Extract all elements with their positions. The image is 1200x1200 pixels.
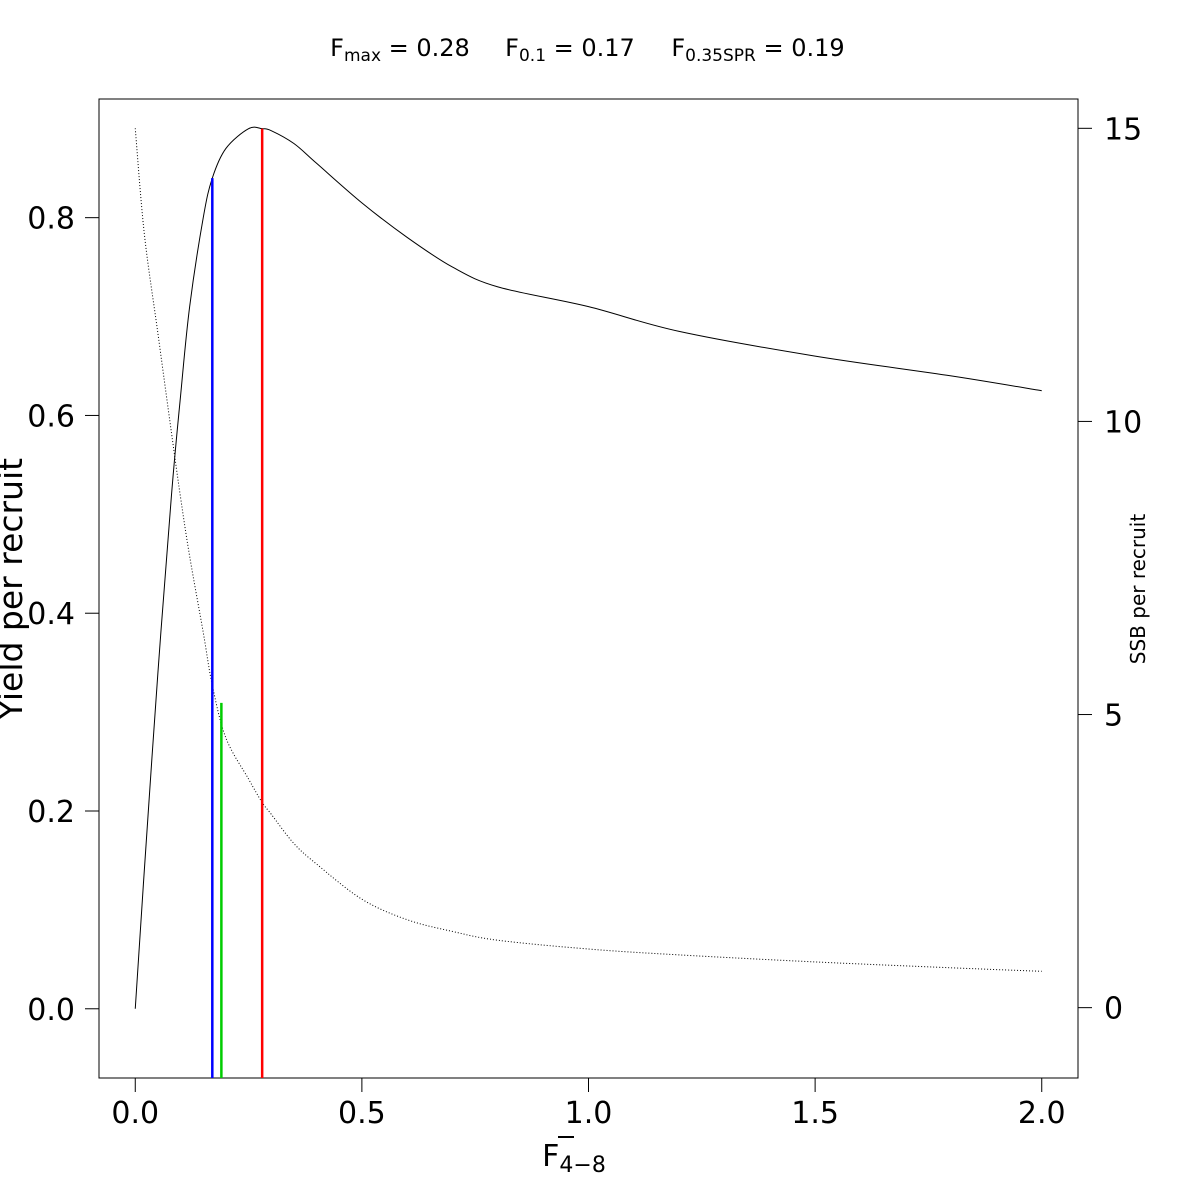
plot-frame [98, 98, 1079, 1079]
y-left-tick-label: 0.2 [27, 795, 75, 830]
y-right-tick-label: 0 [1104, 992, 1123, 1027]
ssb-per-recruit-line [134, 128, 1042, 972]
y-left-tick-label: 0.8 [27, 202, 75, 237]
title-part-main: F [505, 34, 519, 62]
title-part-main: F [671, 34, 685, 62]
y-axis-left: 0.0 0.2 0.4 0.6 0.8 [27, 202, 100, 1028]
title-part-value: = 0.28 [381, 34, 470, 62]
y-axis-right-label: SSB per recruit [1126, 514, 1150, 665]
series-group [134, 126, 1042, 1009]
y-right-tick-label: 15 [1104, 112, 1142, 147]
x-tick-label: 0.5 [338, 1096, 386, 1131]
x-axis-label: F4−8 [542, 1136, 606, 1178]
x-axis-label-main: F [542, 1139, 559, 1174]
y-axis-left-label: Yield per recruit [0, 458, 30, 721]
y-left-tick-label: 0.6 [27, 399, 75, 434]
title-part-sub: max [344, 46, 381, 66]
y-left-tick-label: 0.0 [27, 993, 75, 1028]
x-tick-label: 2.0 [1018, 1096, 1066, 1131]
title-part-1: F0.1 = 0.17 [505, 34, 635, 66]
y-right-tick-label: 5 [1104, 699, 1123, 734]
x-tick-label: 1.0 [565, 1096, 613, 1131]
reference-lines [211, 128, 264, 1078]
title-part-value: = 0.17 [546, 34, 635, 62]
x-axis: 0.0 0.5 1.0 1.5 2.0 [111, 1077, 1066, 1131]
y-left-tick-label: 0.4 [27, 597, 75, 632]
y-right-tick-label: 10 [1104, 405, 1142, 440]
svg-text:F4−8: F4−8 [542, 1139, 606, 1178]
chart-title: Fmax = 0.28 F0.1 = 0.17 F0.35SPR = 0.19 [330, 34, 845, 66]
x-axis-label-sub: 4−8 [559, 1153, 605, 1178]
title-part-0: Fmax = 0.28 [330, 34, 470, 66]
title-part-sub: 0.35SPR [685, 46, 756, 66]
x-tick-label: 0.0 [111, 1096, 159, 1131]
title-part-main: F [330, 34, 344, 62]
x-tick-label: 1.5 [791, 1096, 839, 1131]
yield-per-recruit-line [134, 126, 1042, 1009]
title-part-sub: 0.1 [519, 46, 546, 66]
title-part-value: = 0.19 [756, 34, 845, 62]
y-axis-right: 0 5 10 15 [1077, 112, 1142, 1027]
title-part-2: F0.35SPR = 0.19 [671, 34, 844, 66]
